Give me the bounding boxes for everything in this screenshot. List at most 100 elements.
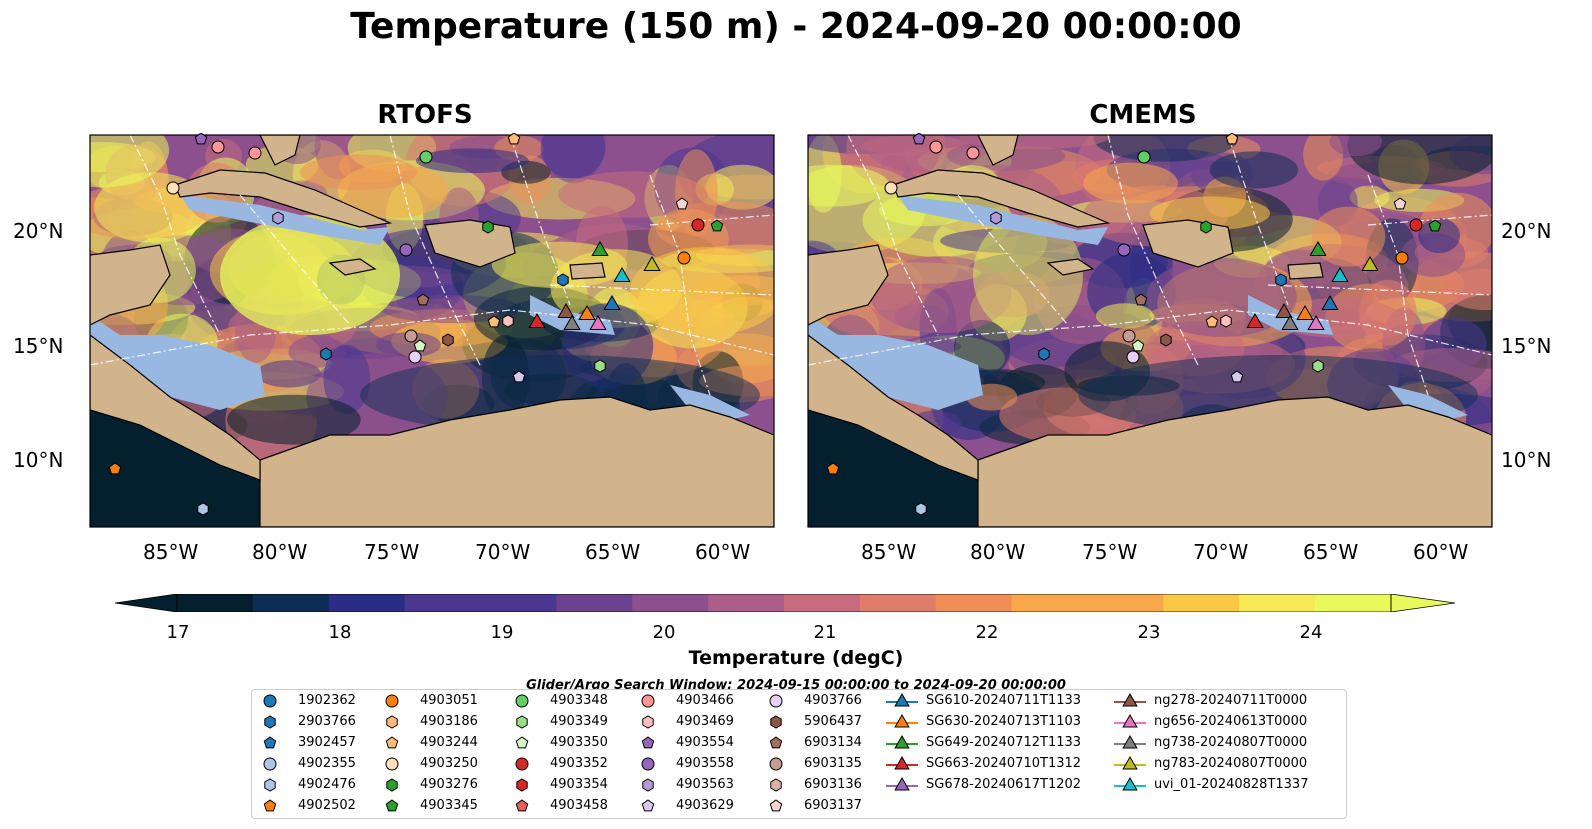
legend-item-label: SG630-20240713T1103 xyxy=(926,714,1082,729)
pentagon-marker-icon xyxy=(769,735,783,748)
legend-item: 4903250 xyxy=(378,753,478,774)
triangle-marker-icon xyxy=(1122,776,1138,790)
lat-tick-20n-left: 20°N xyxy=(13,219,64,243)
argo-float-marker xyxy=(1428,219,1442,232)
pentagon-marker-icon xyxy=(641,735,655,748)
colorbar-tick-24: 24 xyxy=(1299,622,1323,643)
argo-float-marker xyxy=(1409,218,1423,232)
argo-float-marker xyxy=(1393,197,1407,210)
panel-title-rtofs: RTOFS xyxy=(377,100,473,130)
legend-item: 3902457 xyxy=(256,732,356,753)
glider-marker xyxy=(643,256,661,271)
legend-column: 1902362 2903766 3902457 4902355 4902476 49025… xyxy=(256,690,356,816)
legend-item-label: 4903250 xyxy=(420,756,478,771)
legend-item-label: SG663-20240710T1312 xyxy=(926,756,1082,771)
pentagon-marker-icon xyxy=(385,798,399,811)
argo-float-marker xyxy=(1220,314,1232,328)
glider-marker xyxy=(578,305,596,320)
circle-marker-icon xyxy=(385,757,399,770)
legend-item-label: 4903766 xyxy=(804,693,862,708)
legend-item: SG649-20240712T1133 xyxy=(884,732,1081,753)
legend-item: 4902502 xyxy=(256,795,356,816)
argo-float-marker xyxy=(1126,350,1140,364)
argo-float-marker xyxy=(912,133,926,145)
argo-float-marker xyxy=(710,219,724,232)
glider-marker xyxy=(563,315,581,330)
argo-float-marker xyxy=(884,181,898,195)
hexagon-marker-icon xyxy=(264,714,276,729)
lon-tick-60w-left: 60°W xyxy=(695,540,751,564)
triangle-marker-icon xyxy=(894,776,910,790)
legend-item: 1902362 xyxy=(256,690,356,711)
glider-marker xyxy=(1307,315,1325,330)
argo-float-marker xyxy=(404,329,418,343)
argo-float-marker xyxy=(1038,347,1050,361)
legend-item-label: 4903186 xyxy=(420,714,478,729)
argo-float-marker xyxy=(1312,359,1324,373)
legend-item: 4903051 xyxy=(378,690,478,711)
hexagon-marker-icon xyxy=(386,714,398,729)
argo-float-marker xyxy=(1200,220,1212,234)
argo-float-marker xyxy=(320,347,332,361)
glider-marker xyxy=(1281,315,1299,330)
circle-marker-icon xyxy=(641,757,655,770)
legend-item-label: ng656-20240613T0000 xyxy=(1154,714,1308,729)
legend-item-label: 4902355 xyxy=(298,756,356,771)
argo-float-marker xyxy=(677,251,691,265)
legend-item: 4903466 xyxy=(634,690,734,711)
legend-item-label: 4903276 xyxy=(420,777,478,792)
lat-tick-10n-right: 10°N xyxy=(1501,448,1552,472)
argo-float-marker xyxy=(675,197,689,210)
argo-float-marker xyxy=(399,243,413,257)
legend-item: 4903558 xyxy=(634,753,734,774)
argo-float-marker xyxy=(1122,329,1136,343)
legend-item: SG678-20240617T1202 xyxy=(884,774,1081,795)
legend-item: SG663-20240710T1312 xyxy=(884,753,1081,774)
glider-marker xyxy=(589,315,607,330)
pentagon-marker-icon xyxy=(263,798,277,811)
colorbar-label: Temperature (degC) xyxy=(688,647,904,669)
argo-float-marker xyxy=(1117,243,1131,257)
lon-tick-65w-left: 65°W xyxy=(585,540,641,564)
argo-float-marker xyxy=(108,462,122,475)
argo-float-marker xyxy=(1395,251,1409,265)
circle-marker-icon xyxy=(263,757,277,770)
legend-item-label: SG610-20240711T1133 xyxy=(926,693,1082,708)
glider-marker xyxy=(1361,256,1379,271)
circle-marker-icon xyxy=(641,694,655,707)
argo-float-marker xyxy=(197,502,209,516)
hexagon-marker-icon xyxy=(642,777,654,792)
argo-float-marker xyxy=(408,350,422,364)
glider-marker xyxy=(591,241,609,256)
legend-item-label: 4903345 xyxy=(420,798,478,813)
circle-marker-icon xyxy=(515,694,529,707)
lon-tick-65w-right: 65°W xyxy=(1303,540,1359,564)
lat-tick-15n-right: 15°N xyxy=(1501,334,1552,358)
legend-item-label: ng783-20240807T0000 xyxy=(1154,756,1308,771)
legend-item-label: 1902362 xyxy=(298,693,356,708)
glider-marker xyxy=(528,313,546,328)
glider-marker xyxy=(613,267,631,282)
pentagon-marker-icon xyxy=(263,735,277,748)
colorbar-tick-23: 23 xyxy=(1137,622,1161,643)
legend-item: 4903352 xyxy=(508,753,608,774)
glider-marker xyxy=(1321,295,1339,310)
hexagon-marker-icon xyxy=(770,714,782,729)
triangle-marker-icon xyxy=(1122,734,1138,748)
legend-item-label: 6903134 xyxy=(804,735,862,750)
glider-marker xyxy=(1275,303,1293,318)
legend-item: 4903554 xyxy=(634,732,734,753)
legend-item-label: 4903354 xyxy=(550,777,608,792)
legend-item: ng278-20240711T0000 xyxy=(1112,690,1308,711)
legend-item-label: 6903137 xyxy=(804,798,862,813)
legend-item-label: 6903135 xyxy=(804,756,862,771)
legend-item-label: 4903244 xyxy=(420,735,478,750)
argo-float-marker xyxy=(990,211,1002,225)
legend-item-label: 4903349 xyxy=(550,714,608,729)
lon-tick-80w-left: 80°W xyxy=(252,540,308,564)
legend-item: 4902355 xyxy=(256,753,356,774)
legend-item: SG630-20240713T1103 xyxy=(884,711,1081,732)
argo-float-marker xyxy=(966,146,980,160)
lon-tick-70w-right: 70°W xyxy=(1193,540,1249,564)
circle-marker-icon xyxy=(385,694,399,707)
